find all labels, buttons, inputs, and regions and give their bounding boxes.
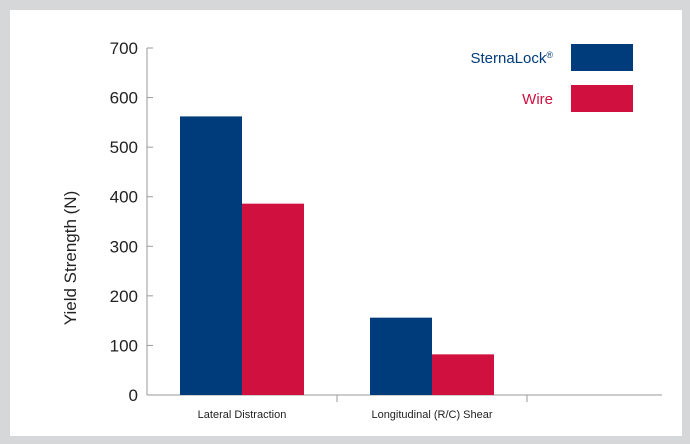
legend-swatch-sternalock [571, 44, 633, 71]
legend-swatch-wire [571, 85, 633, 112]
y-tick-label: 300 [110, 237, 138, 256]
y-tick-label: 600 [110, 89, 138, 108]
y-tick-label: 700 [110, 39, 138, 58]
y-tick-label: 0 [129, 386, 138, 405]
axes: 0 100 200 300 400 500 600 700 Lateral Distractio… [110, 39, 662, 421]
legend-label-wire: Wire [522, 91, 553, 108]
legend: SternaLock® Wire [470, 44, 633, 112]
bars [180, 116, 494, 395]
chart-frame: 0 100 200 300 400 500 600 700 Lateral Distractio… [10, 10, 682, 436]
legend-label-sternalock: SternaLock® [470, 50, 553, 67]
bar-sternalock-1 [180, 116, 242, 395]
registered-mark: ® [546, 50, 553, 60]
x-category-label: Lateral Distraction [198, 409, 287, 421]
y-tick-label: 500 [110, 138, 138, 157]
y-tick-label: 100 [110, 336, 138, 355]
y-tick-label: 400 [110, 188, 138, 207]
bar-chart: 0 100 200 300 400 500 600 700 Lateral Distractio… [61, 39, 662, 421]
y-axis-label: Yield Strength (N) [61, 191, 80, 325]
bar-sternalock-2 [370, 317, 432, 395]
x-category-label: Longitudinal (R/C) Shear [371, 409, 492, 421]
y-tick-label: 200 [110, 287, 138, 306]
bar-wire-2 [432, 354, 494, 395]
bar-wire-1 [242, 203, 304, 395]
